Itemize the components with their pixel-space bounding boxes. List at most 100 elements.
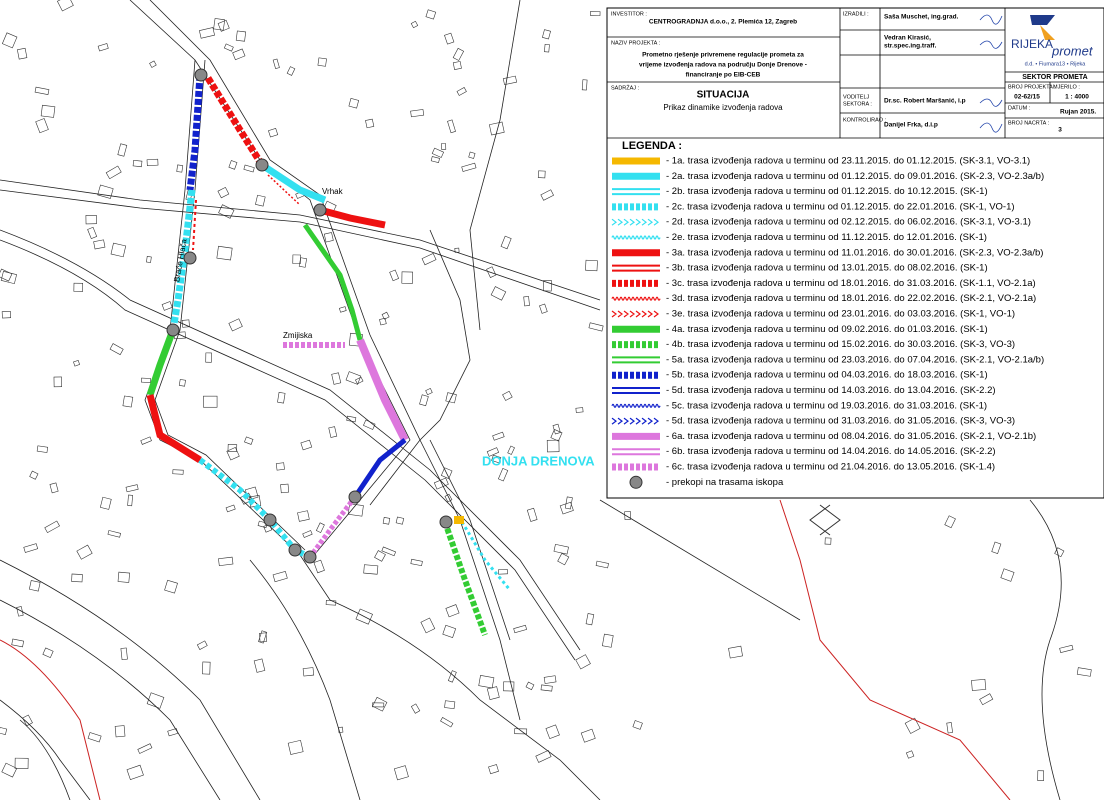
building xyxy=(545,724,560,740)
legend-swatch xyxy=(611,296,661,301)
legend-label: - 3e. trasa izvođenja radova u terminu o… xyxy=(666,309,1015,320)
building xyxy=(1000,568,1015,582)
building xyxy=(486,447,500,457)
symbol xyxy=(809,504,841,536)
building xyxy=(382,517,391,525)
building xyxy=(0,727,8,735)
building xyxy=(223,43,234,52)
building xyxy=(944,515,956,529)
building xyxy=(228,160,238,170)
building xyxy=(904,717,921,734)
building xyxy=(540,189,554,201)
place-label: DONJA DRENOVA xyxy=(482,453,595,468)
building xyxy=(550,429,563,442)
legend-label: - 6b. trasa izvođenja radova u terminu o… xyxy=(666,446,996,457)
building xyxy=(575,654,591,670)
building xyxy=(272,58,280,70)
building xyxy=(595,560,609,569)
field-label: VODITELJ xyxy=(843,94,870,100)
building xyxy=(323,232,334,243)
excavation-points xyxy=(166,68,453,564)
building xyxy=(971,678,987,691)
route xyxy=(146,328,177,397)
building xyxy=(1037,770,1045,781)
field-value: vrijeme izvođenja radova na području Don… xyxy=(639,62,807,69)
excavation-point xyxy=(313,203,327,217)
building xyxy=(109,343,124,356)
building xyxy=(225,504,236,513)
building xyxy=(824,537,832,545)
building xyxy=(535,749,552,763)
building xyxy=(176,164,184,173)
legend-title: LEGENDA : xyxy=(622,140,682,152)
building xyxy=(374,550,386,562)
signature xyxy=(979,14,1003,133)
building xyxy=(345,371,362,385)
building xyxy=(546,439,560,453)
building xyxy=(244,436,254,445)
building xyxy=(73,359,80,367)
building xyxy=(280,483,290,494)
building xyxy=(16,47,28,60)
building xyxy=(216,245,233,261)
building xyxy=(205,352,212,363)
field-label: BROJ NACRTA : xyxy=(1008,120,1050,126)
building xyxy=(120,647,128,661)
legend-swatch xyxy=(612,188,660,196)
route xyxy=(442,521,488,637)
title-block: INVESTITOR : CENTROGRADNJA d.o.o., 2. Pl… xyxy=(607,8,1104,139)
sheet-panel xyxy=(606,7,1104,499)
building xyxy=(395,516,405,525)
building xyxy=(127,494,133,507)
building xyxy=(497,468,509,482)
building xyxy=(313,559,325,574)
building xyxy=(49,482,59,494)
boundary-line xyxy=(0,639,101,801)
building xyxy=(300,439,313,451)
building xyxy=(389,269,400,282)
building xyxy=(132,159,143,168)
building xyxy=(164,579,178,594)
building xyxy=(580,728,596,743)
building xyxy=(514,728,528,735)
building xyxy=(114,725,126,738)
building xyxy=(140,436,152,445)
building xyxy=(445,604,460,618)
legend-swatch xyxy=(629,475,643,489)
street-label: Zmijiska xyxy=(283,331,313,340)
building xyxy=(253,658,266,673)
building xyxy=(1,762,18,778)
legend-swatch xyxy=(612,387,660,394)
building xyxy=(11,638,25,648)
logo-mark xyxy=(1040,25,1055,40)
legend-swatch xyxy=(611,235,661,240)
building xyxy=(107,530,121,538)
building xyxy=(227,444,238,453)
field-value: CENTROGRADNJA d.o.o., 2. Plemića 12, Zag… xyxy=(649,19,797,26)
building xyxy=(1,32,18,49)
route xyxy=(260,162,327,204)
building xyxy=(1059,644,1074,653)
building xyxy=(447,670,457,683)
building xyxy=(137,743,153,754)
building xyxy=(444,32,455,45)
building xyxy=(255,194,266,207)
route xyxy=(186,74,204,191)
building xyxy=(35,118,49,134)
building xyxy=(525,681,535,691)
building xyxy=(126,764,144,780)
building xyxy=(1,310,12,319)
building xyxy=(277,392,286,404)
building xyxy=(979,693,994,706)
building xyxy=(97,43,109,52)
field-value: Danijel Frka, d.i.p xyxy=(884,122,938,129)
building xyxy=(441,143,447,150)
building xyxy=(213,18,226,31)
field-label: NAZIV PROJEKTA : xyxy=(611,40,661,46)
legend: - 1a. trasa izvođenja radova u terminu o… xyxy=(611,156,1044,489)
building xyxy=(348,97,360,109)
field-value: Dr.sc. Robert Maršanić, i.p xyxy=(884,98,966,105)
building xyxy=(93,239,106,250)
route xyxy=(267,174,301,206)
building xyxy=(71,573,83,583)
